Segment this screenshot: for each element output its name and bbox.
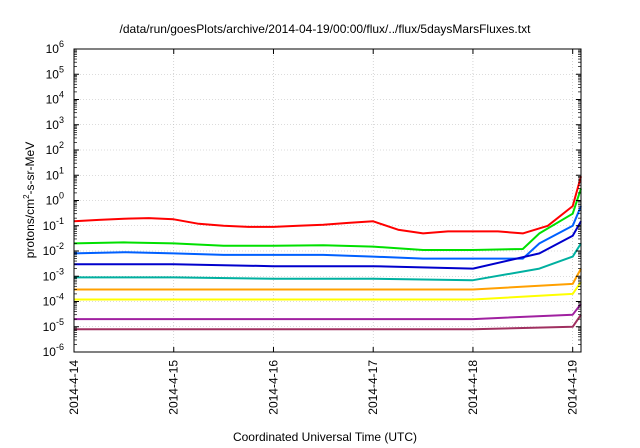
series-line-8: [74, 303, 582, 321]
y-tick-label: 10-6: [43, 342, 64, 359]
series-group: [73, 176, 582, 331]
x-axis-label: Coordinated Universal Time (UTC): [233, 430, 417, 444]
plot-frame: [73, 48, 582, 353]
y-tick-label: 10-4: [43, 292, 64, 309]
y-tick-label: 103: [46, 115, 64, 132]
series-line-1: [73, 176, 582, 235]
y-tick-label: 105: [46, 64, 64, 81]
x-tick-label: 2014-4-18: [466, 360, 480, 415]
y-tick-label: 102: [46, 140, 64, 157]
series-line-5: [74, 242, 582, 282]
series-line-7: [74, 281, 582, 301]
series-line-4: [74, 220, 582, 270]
y-tick-label: 101: [46, 165, 64, 182]
series-line-3: [73, 205, 582, 260]
series-line-6: [74, 268, 582, 291]
series-line-2: [73, 188, 582, 251]
chart-title: /data/run/goesPlots/archive/2014-04-19/0…: [120, 22, 532, 36]
y-tick-label: 10-2: [43, 241, 64, 258]
x-tick-label: 2014-4-15: [167, 360, 181, 415]
y-axis-label: protons/cm2-s-sr-MeV: [22, 142, 37, 258]
y-tick-label: 10-3: [43, 266, 64, 283]
y-tick-label: 100: [46, 191, 64, 208]
y-tick-label: 104: [46, 90, 64, 107]
series-line-9: [74, 314, 582, 331]
x-tick-label: 2014-4-16: [266, 360, 280, 415]
y-tick-label: 106: [46, 39, 64, 56]
y-tick-label: 10-1: [43, 216, 64, 233]
grid: [73, 48, 581, 353]
y-tick-label: 10-5: [43, 317, 64, 334]
y-axis-ticks: 106 105 104 103 102 101 100 10-1 10-2 10-3 10-4 10-…: [43, 39, 581, 359]
x-tick-label: 2014-4-19: [566, 360, 580, 415]
x-tick-label: 2014-4-17: [366, 360, 380, 415]
x-axis-ticks: 2014-4-14 2014-4-15 2014-4-16 2014-4-17 2014…: [67, 49, 580, 415]
x-tick-label: 2014-4-14: [67, 360, 81, 415]
